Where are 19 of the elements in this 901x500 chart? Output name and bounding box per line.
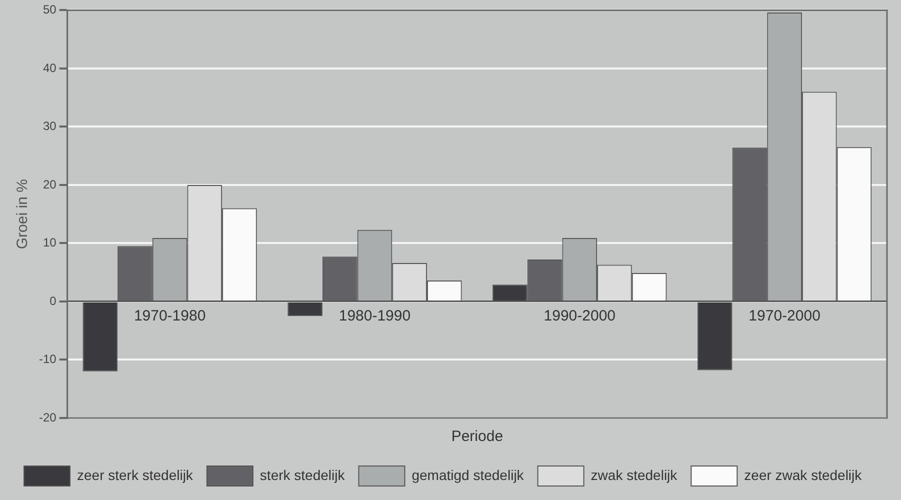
y-tick-label: -20 [39,410,57,424]
legend-label: gematigd stedelijk [412,466,525,483]
y-tick-label: 40 [42,60,57,75]
x-tick-label: 1980-1990 [338,308,411,325]
x-tick-label: 1970-1980 [134,308,206,325]
legend-label: zeer sterk stedelijk [77,466,194,483]
y-tick-label: 0 [50,294,57,308]
y-tick-label: 50 [42,2,57,17]
legend-label: zeer zwak stedelijk [744,466,863,483]
x-axis-title: Periode [451,428,504,446]
x-tick-label: 1990-2000 [544,308,616,325]
y-tick-label: 20 [42,177,57,192]
y-tick-label: 30 [42,119,57,134]
legend-label: zwak stedelijk [590,466,678,483]
y-tick-label: 10 [42,236,57,250]
y-axis-title: Groei in % [14,179,32,250]
y-tick-label: -10 [39,352,57,366]
legend-label: sterk stedelijk [260,466,346,483]
x-tick-label: 1970-2000 [748,308,820,325]
